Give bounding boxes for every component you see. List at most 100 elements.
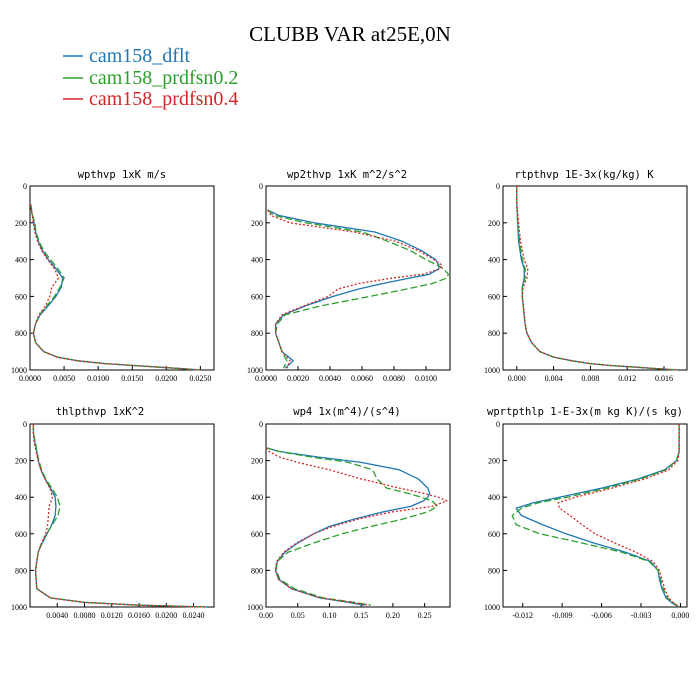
x-tick-label: 0.0040 — [319, 374, 341, 383]
x-tick-label: 0.0020 — [287, 374, 309, 383]
y-tick-label: 600 — [15, 530, 27, 539]
panel-wp2thvp: wp2thvp 1xK m^2/s^2 020040060080010000.0… — [247, 169, 451, 383]
x-tick-label: -0.012 — [512, 611, 533, 620]
y-tick-label: 200 — [251, 219, 263, 228]
y-tick-label: 0 — [259, 420, 263, 429]
series-line-cam158_dflt — [515, 424, 680, 608]
series-line-cam158_prdfsn0-2 — [511, 424, 680, 608]
x-tick-label: 0.10 — [322, 611, 336, 620]
x-tick-label: 0.0060 — [351, 374, 373, 383]
series-line-cam158_prdfsn0-4 — [516, 186, 678, 371]
series-line-cam158_dflt — [30, 204, 201, 371]
panel-title-wp2thvp: wp2thvp 1xK m^2/s^2 — [287, 169, 407, 181]
x-tick-label: 0.15 — [354, 611, 368, 620]
y-tick-label: 400 — [251, 256, 263, 265]
y-tick-label: 0 — [496, 420, 500, 429]
y-tick-label: 1000 — [484, 603, 500, 612]
x-tick-label: 0.0050 — [53, 374, 75, 383]
plot-frame — [265, 423, 451, 608]
plot-frame — [29, 185, 215, 371]
x-tick-label: 0.0200 — [155, 374, 177, 383]
legend-label-prdfsn0-4: cam158_prdfsn0.4 — [89, 88, 238, 110]
y-tick-label: 200 — [488, 457, 500, 466]
panel-title-wp4: wp4 1x(m^4)/(s^4) — [293, 406, 400, 418]
x-tick-label: 0.0200 — [155, 611, 177, 620]
x-tick-label: 0.000 — [508, 374, 526, 383]
y-tick-label: 800 — [488, 329, 500, 338]
x-tick-label: 0.008 — [581, 374, 599, 383]
y-tick-label: 600 — [251, 530, 263, 539]
series-line-cam158_dflt — [32, 424, 208, 608]
x-tick-label: 0.05 — [291, 611, 305, 620]
panel-rtpthvp: rtpthvp 1E-3x(kg/kg) K 0 200 400 600 800 1000… — [484, 169, 688, 383]
x-tick-label: 0.0250 — [189, 374, 211, 383]
y-tick-label: 400 — [15, 493, 27, 502]
x-tick-label: 0.0150 — [121, 374, 143, 383]
series-line-cam158_prdfsn0-4 — [30, 204, 201, 371]
y-tick-label: 400 — [251, 493, 263, 502]
series-line-cam158_dflt — [267, 209, 440, 369]
x-tick-label: 0.0160 — [128, 611, 150, 620]
legend-label-dflt: cam158_dflt — [89, 45, 191, 67]
x-tick-label: 0.012 — [618, 374, 636, 383]
series-line-cam158_prdfsn0-4 — [557, 424, 680, 608]
y-tick-label: 600 — [488, 530, 500, 539]
panel-title-wpthvp: wpthvp 1xK m/s — [78, 169, 167, 181]
y-tick-label: 0 — [259, 182, 263, 191]
x-tick-label: -0.009 — [552, 611, 573, 620]
y-tick-label: 800 — [251, 566, 263, 575]
x-tick-label: 0.00 — [259, 611, 273, 620]
x-tick-label: 0.20 — [386, 611, 400, 620]
plot-frame — [265, 185, 451, 371]
y-tick-label: 0 — [23, 182, 27, 191]
x-tick-label: 0.0000 — [255, 374, 277, 383]
x-tick-label: 0.0000 — [19, 374, 41, 383]
x-tick-label: 0.0080 — [383, 374, 405, 383]
series-line-cam158_prdfsn0-2 — [516, 186, 678, 371]
figure-title: CLUBB VAR at25E,0N — [249, 22, 451, 46]
y-tick-label: 1000 — [11, 366, 27, 375]
y-tick-label: 600 — [15, 292, 27, 301]
x-tick-label: 0.0100 — [87, 374, 109, 383]
series-line-cam158_prdfsn0-2 — [32, 424, 208, 608]
series-line-cam158_prdfsn0-2 — [265, 447, 438, 606]
x-tick-label: 0.0080 — [74, 611, 96, 620]
panel-thlpthvp: thlpthvp 1xK^2 0 200 400 600 800 1000 0.0040 0.… — [11, 406, 215, 620]
series-line-cam158_prdfsn0-4 — [267, 209, 443, 369]
y-tick-label: 600 — [488, 292, 500, 301]
series-line-cam158_prdfsn0-2 — [30, 204, 201, 371]
y-tick-label: 800 — [251, 329, 263, 338]
y-tick-label: 1000 — [247, 603, 263, 612]
x-tick-label: -0.006 — [591, 611, 612, 620]
y-tick-label: 400 — [488, 493, 500, 502]
y-tick-label: 0 — [496, 182, 500, 191]
panel-wprtpthlp: wprtpthlp 1-E-3x(m kg K)/(s kg) 0 200 400 6… — [484, 406, 689, 620]
series-line-cam158_prdfsn0-4 — [32, 424, 208, 608]
x-tick-label: 0.000 — [671, 611, 689, 620]
y-tick-label: 400 — [488, 256, 500, 265]
plot-frame — [502, 185, 688, 371]
y-tick-label: 600 — [251, 292, 263, 301]
y-tick-label: 1000 — [247, 366, 263, 375]
x-tick-label: 0.004 — [545, 374, 563, 383]
x-tick-label: 0.0100 — [415, 374, 437, 383]
legend: cam158_dflt cam158_prdfsn0.2 cam158_prdf… — [63, 45, 238, 110]
x-tick-label: -0.003 — [631, 611, 652, 620]
series-line-cam158_dflt — [516, 186, 678, 371]
y-tick-label: 200 — [488, 219, 500, 228]
y-tick-label: 800 — [15, 566, 27, 575]
x-tick-label: 0.0040 — [46, 611, 68, 620]
legend-label-prdfsn0-2: cam158_prdfsn0.2 — [89, 67, 238, 89]
y-tick-label: 0 — [23, 420, 27, 429]
series-line-cam158_dflt — [265, 447, 431, 606]
y-tick-label: 1000 — [484, 366, 500, 375]
plot-frame — [29, 423, 215, 608]
x-tick-label: 0.016 — [655, 374, 673, 383]
y-tick-label: 800 — [488, 566, 500, 575]
y-tick-label: 1000 — [11, 603, 27, 612]
y-tick-label: 200 — [15, 457, 27, 466]
x-tick-label: 0.25 — [418, 611, 432, 620]
y-tick-label: 200 — [15, 219, 27, 228]
